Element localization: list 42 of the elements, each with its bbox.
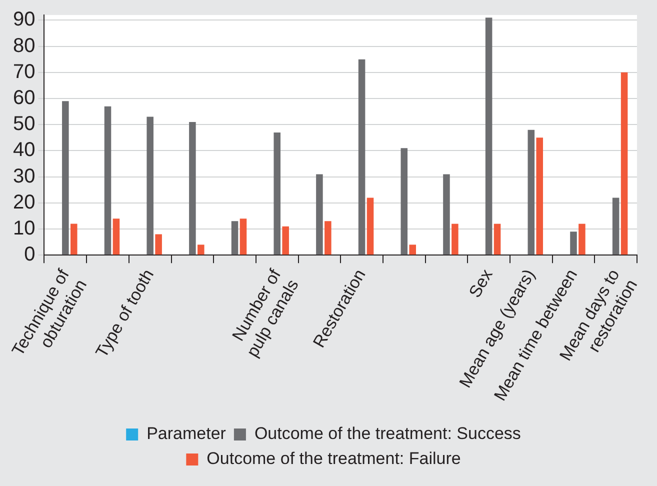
bar: [62, 101, 69, 255]
bar: [620, 72, 628, 255]
bar: [155, 234, 162, 255]
y-tick-label: 80: [12, 34, 36, 57]
y-tick-label: 30: [12, 165, 36, 188]
legend-label: Parameter: [146, 424, 226, 444]
bar: [400, 148, 408, 255]
legend-label: Outcome of the treatment: Success: [254, 424, 521, 444]
bar: [536, 138, 544, 255]
bar: [274, 132, 280, 255]
bar: [189, 122, 196, 255]
y-tick-label: 70: [12, 60, 36, 83]
y-tick-label: 50: [12, 113, 36, 136]
bar: [485, 18, 492, 255]
bar: [366, 198, 374, 255]
x-tick-label: Sex: [465, 266, 497, 301]
bar: [409, 244, 416, 255]
bar: [358, 59, 366, 255]
y-tick-label: 20: [12, 191, 36, 214]
bar: [240, 218, 247, 255]
bar: [324, 221, 332, 255]
y-tick-label: 0: [24, 244, 36, 266]
bar: [231, 221, 238, 255]
bar: [494, 224, 501, 255]
bar: [104, 106, 112, 255]
bar: [316, 174, 323, 255]
y-tick-label: 40: [12, 139, 36, 162]
legend-label: Outcome of the treatment: Failure: [206, 449, 461, 468]
bar: [578, 224, 586, 255]
bar: [612, 198, 620, 255]
bar: [112, 218, 120, 255]
y-tick-label: 60: [12, 87, 36, 110]
bar: [452, 224, 458, 255]
bar: [528, 130, 535, 255]
bar: [570, 232, 577, 255]
bar: [146, 116, 154, 255]
y-tick-label: 10: [12, 218, 36, 240]
bar: [282, 226, 289, 255]
bar: [443, 174, 450, 255]
bar: [198, 244, 204, 255]
y-tick-label: 90: [12, 8, 36, 31]
bar: [70, 224, 78, 255]
